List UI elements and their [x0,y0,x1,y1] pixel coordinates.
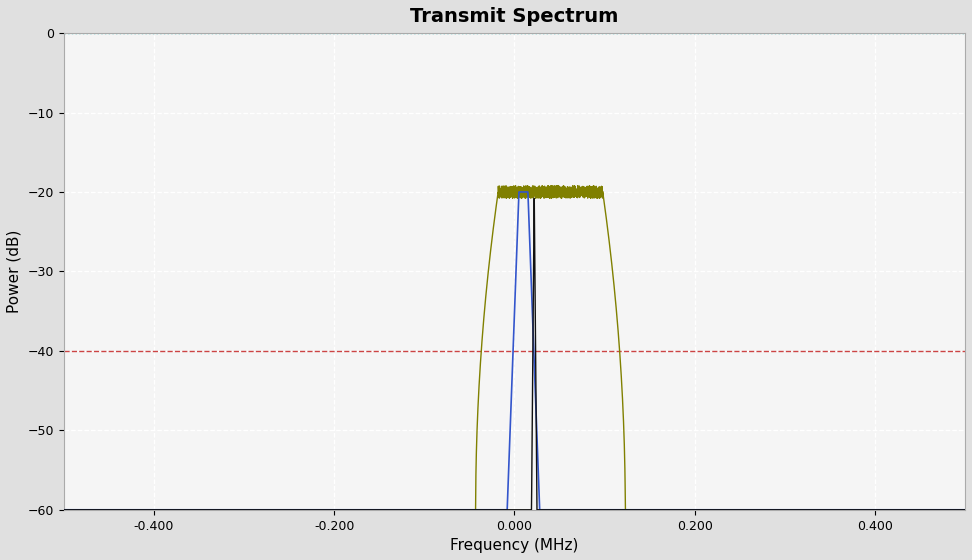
Y-axis label: Power (dB): Power (dB) [7,230,22,313]
Title: Transmit Spectrum: Transmit Spectrum [410,7,618,26]
X-axis label: Frequency (MHz): Frequency (MHz) [450,538,578,553]
